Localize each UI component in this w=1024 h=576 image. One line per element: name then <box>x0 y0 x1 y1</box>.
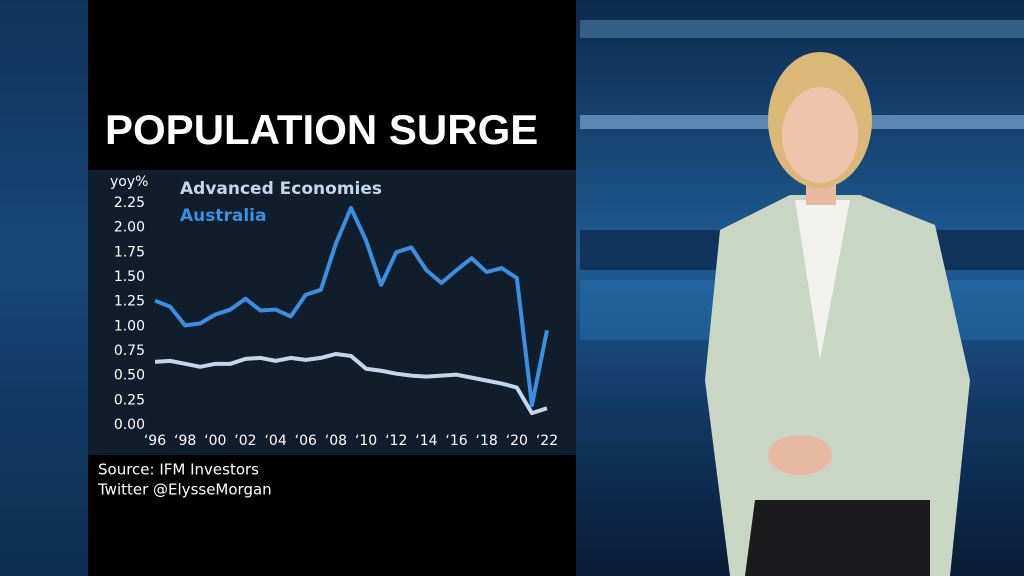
presenter <box>705 52 970 576</box>
x-tick-label: ‘12 <box>385 433 407 449</box>
y-tick-label: 1.25 <box>114 294 145 310</box>
x-tick-label: ‘10 <box>355 433 377 449</box>
source-text: Source: IFM Investors <box>98 461 259 479</box>
x-tick-label: ‘00 <box>204 433 226 449</box>
y-tick-label: 1.75 <box>114 244 145 260</box>
left-wall <box>0 0 88 576</box>
x-tick-label: ‘98 <box>174 433 196 449</box>
y-tick-label: 1.00 <box>114 318 145 334</box>
series-line <box>154 351 548 416</box>
y-tick-label: 0.25 <box>114 392 145 408</box>
x-tick-label: ‘22 <box>536 433 558 449</box>
x-tick-label: ‘16 <box>445 433 467 449</box>
x-tick-label: ‘04 <box>264 433 286 449</box>
x-tick-label: ‘06 <box>295 433 317 449</box>
x-tick-label: ‘18 <box>476 433 498 449</box>
x-tick-label: ‘02 <box>234 433 256 449</box>
light-band <box>580 20 1024 38</box>
y-tick-label: 0.75 <box>114 343 145 359</box>
x-tick-label: ‘14 <box>415 433 437 449</box>
source-text: Twitter @ElysseMorgan <box>97 481 272 499</box>
y-axis-label: yoy% <box>110 174 148 190</box>
plot-band <box>88 170 576 455</box>
series-line <box>154 205 549 408</box>
legend-entry: Australia <box>180 206 267 226</box>
x-tick-label: ‘08 <box>325 433 347 449</box>
y-tick-label: 2.25 <box>114 195 145 211</box>
x-tick-label: ‘20 <box>506 433 528 449</box>
chart-title: POPULATION SURGE <box>105 106 538 153</box>
y-tick-label: 2.00 <box>114 220 145 236</box>
y-tick-label: 0.00 <box>114 417 145 433</box>
legend-entry: Advanced Economies <box>180 179 382 199</box>
y-tick-label: 0.50 <box>114 368 145 384</box>
y-tick-label: 1.50 <box>114 269 145 285</box>
x-tick-label: ‘96 <box>144 433 166 449</box>
